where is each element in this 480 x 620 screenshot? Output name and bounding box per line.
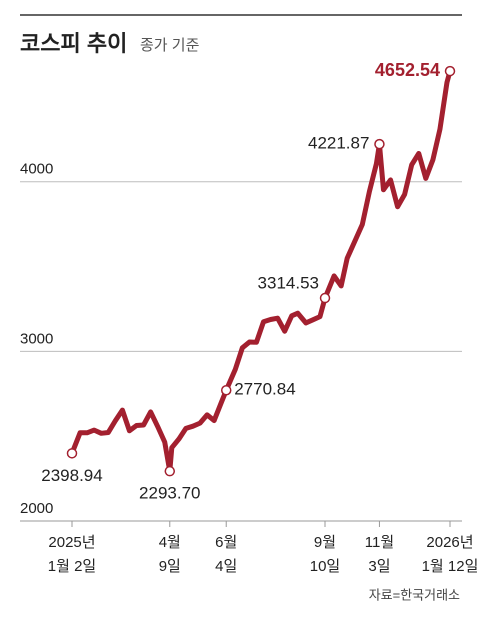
x-tick-label: 4월 (159, 534, 181, 551)
x-tick-label: 2025년 (48, 534, 95, 551)
x-tick-label: 1월 12일 (422, 558, 479, 575)
source: 자료=한국거래소 (369, 587, 460, 602)
x-tick-label: 2026년 (426, 534, 473, 551)
x-tick-label: 6월 (215, 534, 237, 551)
chart-subtitle: 종가 기준 (140, 37, 200, 54)
point-marker (220, 385, 232, 396)
value-label: 4221.87 (308, 134, 369, 153)
y-tick-label: 4000 (20, 161, 53, 178)
value-label: 2770.84 (234, 380, 295, 399)
x-tick-label: 9월 (314, 534, 336, 551)
x-tick-label: 4일 (215, 558, 237, 575)
value-label: 2398.94 (41, 466, 102, 485)
point-marker (319, 292, 331, 304)
price-line (69, 70, 453, 474)
x-tick-label: 9일 (159, 558, 181, 575)
point-marker (164, 465, 176, 477)
point-marker (444, 65, 456, 77)
y-tick-label: 3000 (20, 330, 53, 347)
x-tick-label: 11월 (365, 534, 394, 551)
point-marker (374, 138, 385, 150)
y-tick-label: 2000 (20, 500, 53, 517)
value-label: 4652.54 (375, 60, 440, 80)
value-label: 2293.70 (139, 484, 200, 503)
chart-title: 코스피 추이 (20, 31, 127, 56)
value-label: 3314.53 (258, 274, 319, 293)
x-tick-label: 3일 (368, 558, 390, 575)
x-tick-label: 10일 (310, 558, 341, 575)
x-tick-label: 1월 2일 (48, 558, 96, 575)
point-marker (66, 448, 78, 459)
